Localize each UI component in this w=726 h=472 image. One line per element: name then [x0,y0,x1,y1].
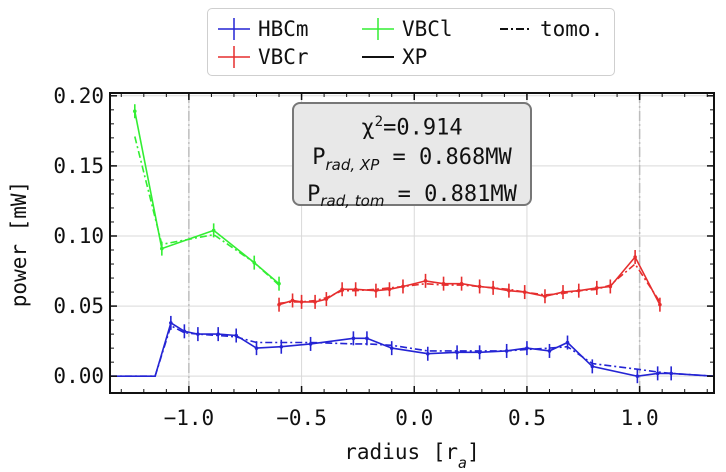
hbcm-xp-line [110,321,715,378]
x-tick-label: 0.5 [508,406,546,430]
legend-marker-vbcr [218,46,250,68]
legend-label-vbcl: VBCl [402,17,453,41]
vbcr-point [608,284,613,289]
hbcm-point [655,371,660,376]
y-tick-label: 0.15 [53,154,104,178]
vbcr-point [353,287,358,292]
legend: HBCm VBCl tomo. VBCr XP [207,8,615,76]
vbcr-point [633,255,637,259]
legend-marker-xp [362,56,394,58]
series-vbcl [132,104,281,291]
ticks: 0.00 0.05 0.10 0.15 0.20 −1.0 −0.5 0.0 0.5 1.0 [53,84,714,430]
y-tick-label: 0.10 [53,224,104,248]
x-tick-label: 0.0 [395,406,433,430]
hbcm-point [504,349,509,353]
hbcm-point [196,332,200,336]
x-tick-label: 1.0 [621,406,659,430]
x-axis-label: radius [ra] [344,440,479,472]
y-tick-label: 0.20 [53,84,104,108]
vbcr-point [576,288,581,293]
legend-item-hbcm: HBCm [216,16,309,42]
legend-item-vbcr: VBCr [216,44,309,70]
vbcr-point [561,290,565,294]
vbcr-point [324,297,329,301]
hbcm-point [635,374,640,378]
hbcm-point [389,346,394,350]
vbcr-point [401,284,405,289]
legend-item-vbcl: VBCl [360,16,453,42]
hbcm-point [279,344,284,349]
hbcm-point [425,351,430,356]
hbcm-point [455,350,459,355]
legend-item-tomo: tomo. [498,16,603,42]
vbcr-point [340,287,344,292]
legend-label-vbcr: VBCr [258,45,309,69]
hbcm-point [308,342,313,346]
vbcr-point [313,300,317,304]
hbcm-point [216,332,220,336]
hbcm-point [525,346,529,350]
legend-label-xp: XP [402,45,428,69]
vbcr-point [459,281,464,286]
hbcm-point [477,350,482,355]
legend-item-xp: XP [360,44,427,70]
vbcr-point [299,300,304,304]
hbcm-point [182,329,187,334]
vbcl-tomo-line [134,136,280,286]
stats-annotation: χ2=0.914 Prad, XP = 0.868MW Prad, tom = … [292,102,532,210]
prad-tom-text: Prad, tom = 0.881MW [307,181,517,211]
x-tick-label: −0.5 [276,406,327,430]
vbcl-point [160,246,164,251]
legend-label-tomo: tomo. [540,17,604,41]
vbcr-point [277,302,281,307]
hbcm-point [547,349,552,353]
vbcr-point [507,288,511,293]
vbcr-tomo-line [278,262,661,305]
legend-label-hbcm: HBCm [258,17,309,41]
series-layer [110,104,715,384]
hbcm-point [565,340,570,345]
vbcr-point [522,290,527,294]
vbcr-xp-line [278,255,661,306]
y-axis-label: power [mW] [7,181,31,307]
vbcr-point [441,281,446,286]
hbcm-point [351,336,356,341]
vbcl-point [277,281,281,286]
series-hbcm [110,315,715,384]
hbcm-point [590,364,595,369]
vbcr-point [290,298,295,303]
reference-lines [188,93,641,393]
vbcr-point [374,288,378,293]
hbcm-point [234,333,239,338]
y-tick-label: 0.05 [53,294,104,318]
legend-marker-hbcm [218,18,250,40]
hbcm-point [365,336,369,341]
vbcl-point [252,260,257,265]
vbcr-point [491,286,495,290]
hbcm-tomo-line [110,324,715,378]
x-tick-label: −1.0 [164,406,215,430]
vbcl-xp-line [134,111,280,285]
vbcl-point [132,109,137,114]
prad-xp-text: Prad, XP = 0.868MW [312,145,512,174]
vbcr-point [543,294,547,299]
vbcr-point [387,287,392,292]
hbcm-point [669,371,673,376]
vbcr-point [595,286,599,290]
hbcm-point [169,321,173,325]
vbcl-point [211,228,216,233]
y-tick-label: 0.00 [53,364,104,388]
legend-marker-tomo [500,28,532,30]
hbcm-point [254,346,259,350]
vbcr-point [477,284,482,289]
vbcr-point [658,302,662,307]
chi-squared-text: χ2=0.914 [361,114,463,141]
plot-frame [109,92,715,394]
series-vbcr [277,250,662,312]
legend-marker-vbcl [362,18,394,40]
vbcr-point [423,279,428,283]
